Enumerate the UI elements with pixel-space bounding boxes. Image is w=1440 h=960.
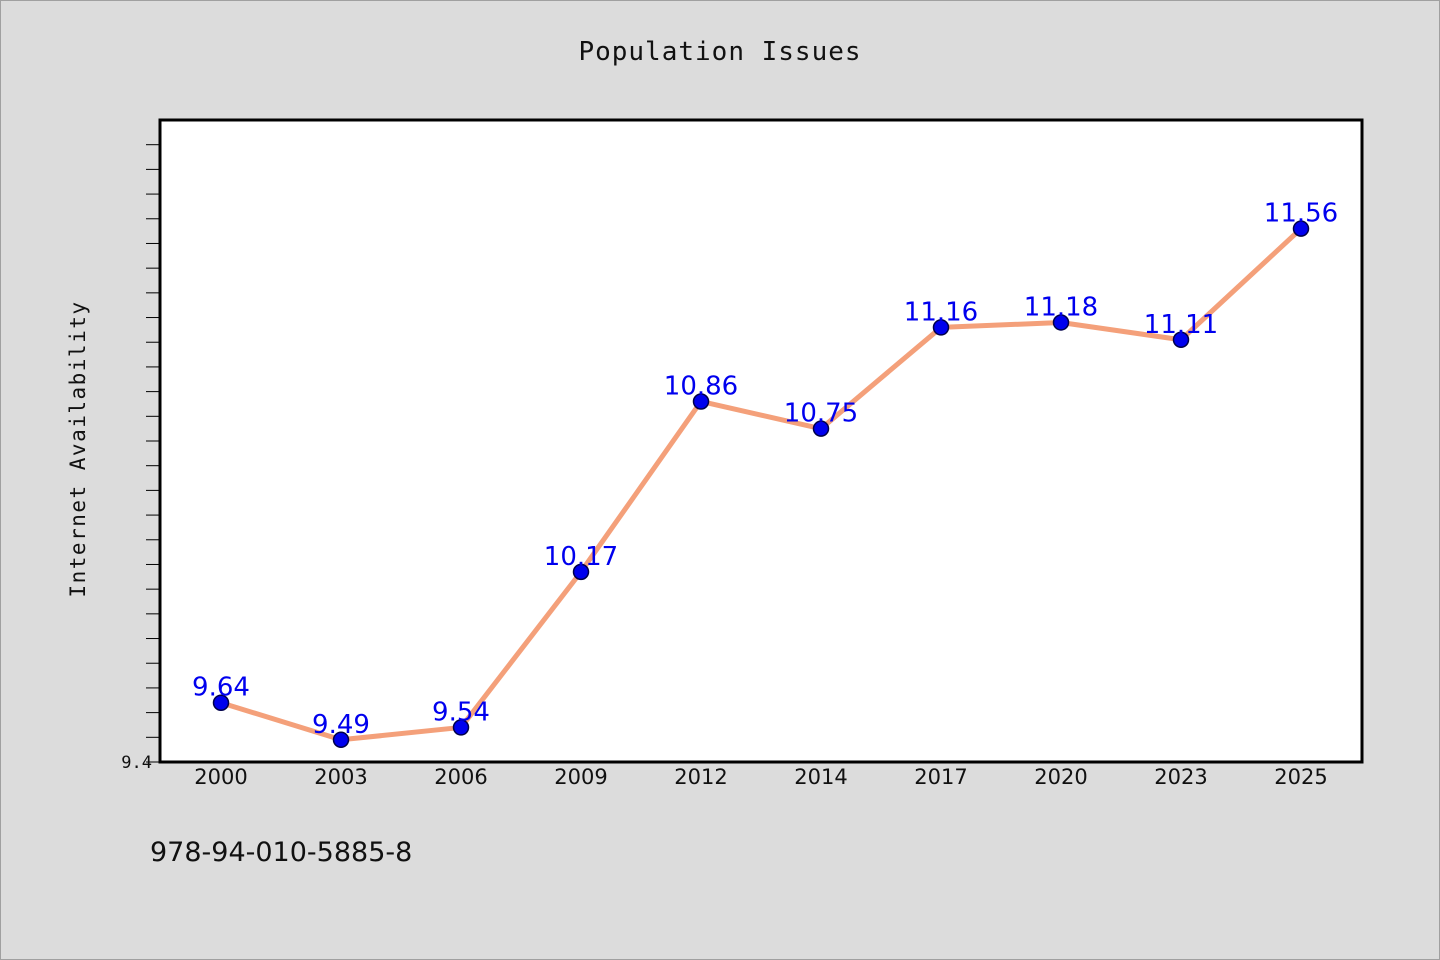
x-tick-label: 2025: [1274, 765, 1327, 789]
data-point: [1292, 220, 1310, 237]
x-tick-label: 2012: [674, 765, 727, 789]
data-point: [572, 563, 590, 581]
data-point: [932, 319, 950, 336]
x-tick-label: 2003: [314, 765, 367, 789]
x-tick-label: 2020: [1034, 765, 1087, 789]
x-tick-label: 2023: [1154, 765, 1207, 789]
data-point: [452, 719, 470, 736]
y-tick-label: 9.4: [121, 753, 152, 773]
plot-area: [158, 118, 1364, 764]
x-tick-label: 2000: [194, 765, 247, 789]
isbn-text: 978-94-010-5885-8: [150, 837, 413, 868]
data-labels: 9.64 9.49 9.54 10.17 10.86 10.75 11.16 11.18 11.…: [192, 199, 1338, 740]
data-point: [692, 393, 710, 410]
data-label: 9.49: [312, 710, 370, 740]
data-label: 11.56: [1264, 199, 1338, 229]
x-tick-label: 2006: [434, 765, 487, 789]
data-point: [332, 731, 350, 749]
x-axis-labels: 2000 2003 2006 2009 2012 2014 2017 2020 2023 2025: [194, 765, 1327, 789]
data-label: 11.16: [904, 297, 978, 327]
chart-title: Population Issues: [578, 37, 862, 67]
data-label: 11.11: [1144, 310, 1218, 340]
x-tick-label: 2017: [914, 765, 967, 789]
x-tick-label: 2009: [554, 765, 607, 789]
y-axis-ticks: 9.4: [121, 144, 160, 773]
data-point: [212, 694, 230, 711]
data-label: 11.18: [1024, 292, 1098, 322]
x-tick-label: 2014: [794, 765, 847, 789]
data-point: [812, 420, 830, 437]
series-line: [218, 226, 1304, 743]
data-label: 10.75: [784, 399, 858, 429]
data-label: 9.64: [192, 673, 250, 703]
series-group: [212, 220, 1310, 749]
data-point: [1052, 314, 1070, 331]
data-label: 10.86: [664, 371, 738, 401]
data-label: 10.17: [544, 542, 618, 572]
data-point: [1172, 331, 1190, 349]
data-label: 9.54: [432, 697, 490, 727]
